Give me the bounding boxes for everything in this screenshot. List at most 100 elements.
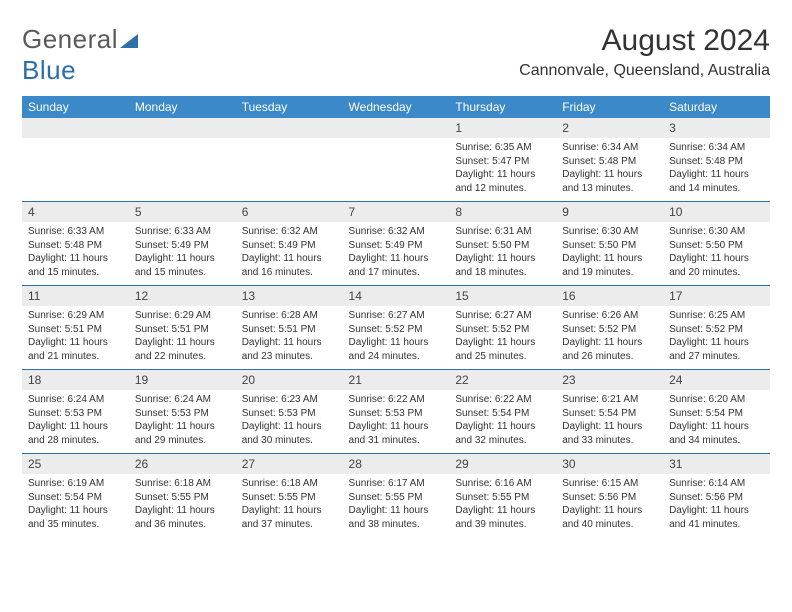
calendar-cell [343, 118, 450, 202]
calendar-cell: 14Sunrise: 6:27 AMSunset: 5:52 PMDayligh… [343, 286, 450, 370]
calendar-cell: 23Sunrise: 6:21 AMSunset: 5:54 PMDayligh… [556, 370, 663, 454]
day-number: 17 [663, 286, 770, 306]
day-number: 26 [129, 454, 236, 474]
day-body: Sunrise: 6:27 AMSunset: 5:52 PMDaylight:… [449, 306, 556, 369]
day-number: 3 [663, 118, 770, 138]
day-body: Sunrise: 6:23 AMSunset: 5:53 PMDaylight:… [236, 390, 343, 453]
day-number: 16 [556, 286, 663, 306]
weekday-header: Tuesday [236, 96, 343, 118]
weekday-header: Wednesday [343, 96, 450, 118]
day-number: 24 [663, 370, 770, 390]
calendar-cell: 26Sunrise: 6:18 AMSunset: 5:55 PMDayligh… [129, 454, 236, 538]
day-body: Sunrise: 6:15 AMSunset: 5:56 PMDaylight:… [556, 474, 663, 537]
day-number: 30 [556, 454, 663, 474]
calendar-cell: 10Sunrise: 6:30 AMSunset: 5:50 PMDayligh… [663, 202, 770, 286]
calendar-cell: 22Sunrise: 6:22 AMSunset: 5:54 PMDayligh… [449, 370, 556, 454]
day-body: Sunrise: 6:27 AMSunset: 5:52 PMDaylight:… [343, 306, 450, 369]
calendar-row: 4Sunrise: 6:33 AMSunset: 5:48 PMDaylight… [22, 202, 770, 286]
weekday-header: Monday [129, 96, 236, 118]
day-number: 11 [22, 286, 129, 306]
calendar-cell: 3Sunrise: 6:34 AMSunset: 5:48 PMDaylight… [663, 118, 770, 202]
day-number: 6 [236, 202, 343, 222]
day-body: Sunrise: 6:29 AMSunset: 5:51 PMDaylight:… [129, 306, 236, 369]
calendar-cell: 25Sunrise: 6:19 AMSunset: 5:54 PMDayligh… [22, 454, 129, 538]
brand-logo: General Blue [22, 24, 140, 86]
day-body: Sunrise: 6:26 AMSunset: 5:52 PMDaylight:… [556, 306, 663, 369]
day-body: Sunrise: 6:28 AMSunset: 5:51 PMDaylight:… [236, 306, 343, 369]
day-number: 1 [449, 118, 556, 138]
day-number: 21 [343, 370, 450, 390]
calendar-cell [22, 118, 129, 202]
calendar-cell: 16Sunrise: 6:26 AMSunset: 5:52 PMDayligh… [556, 286, 663, 370]
calendar-cell: 20Sunrise: 6:23 AMSunset: 5:53 PMDayligh… [236, 370, 343, 454]
day-body: Sunrise: 6:31 AMSunset: 5:50 PMDaylight:… [449, 222, 556, 285]
day-number-empty [129, 118, 236, 138]
day-body: Sunrise: 6:20 AMSunset: 5:54 PMDaylight:… [663, 390, 770, 453]
day-number: 7 [343, 202, 450, 222]
day-number: 2 [556, 118, 663, 138]
day-body: Sunrise: 6:29 AMSunset: 5:51 PMDaylight:… [22, 306, 129, 369]
brand-part2: Blue [22, 55, 76, 85]
day-number: 31 [663, 454, 770, 474]
day-number: 22 [449, 370, 556, 390]
day-body: Sunrise: 6:32 AMSunset: 5:49 PMDaylight:… [343, 222, 450, 285]
calendar-cell: 5Sunrise: 6:33 AMSunset: 5:49 PMDaylight… [129, 202, 236, 286]
day-number: 27 [236, 454, 343, 474]
calendar-cell: 6Sunrise: 6:32 AMSunset: 5:49 PMDaylight… [236, 202, 343, 286]
calendar-cell [129, 118, 236, 202]
page-title: August 2024 [519, 24, 770, 58]
day-body: Sunrise: 6:18 AMSunset: 5:55 PMDaylight:… [129, 474, 236, 537]
day-number: 25 [22, 454, 129, 474]
calendar-cell: 21Sunrise: 6:22 AMSunset: 5:53 PMDayligh… [343, 370, 450, 454]
day-number: 5 [129, 202, 236, 222]
calendar-cell: 2Sunrise: 6:34 AMSunset: 5:48 PMDaylight… [556, 118, 663, 202]
calendar-cell: 8Sunrise: 6:31 AMSunset: 5:50 PMDaylight… [449, 202, 556, 286]
day-body: Sunrise: 6:35 AMSunset: 5:47 PMDaylight:… [449, 138, 556, 201]
day-body: Sunrise: 6:22 AMSunset: 5:54 PMDaylight:… [449, 390, 556, 453]
calendar-cell: 12Sunrise: 6:29 AMSunset: 5:51 PMDayligh… [129, 286, 236, 370]
day-body: Sunrise: 6:21 AMSunset: 5:54 PMDaylight:… [556, 390, 663, 453]
day-body: Sunrise: 6:30 AMSunset: 5:50 PMDaylight:… [556, 222, 663, 285]
calendar-cell [236, 118, 343, 202]
day-body-empty [129, 138, 236, 196]
day-body: Sunrise: 6:18 AMSunset: 5:55 PMDaylight:… [236, 474, 343, 537]
logo-sail-icon [120, 32, 140, 50]
calendar-cell: 1Sunrise: 6:35 AMSunset: 5:47 PMDaylight… [449, 118, 556, 202]
calendar-cell: 15Sunrise: 6:27 AMSunset: 5:52 PMDayligh… [449, 286, 556, 370]
weekday-header: Friday [556, 96, 663, 118]
calendar-cell: 19Sunrise: 6:24 AMSunset: 5:53 PMDayligh… [129, 370, 236, 454]
calendar-row: 1Sunrise: 6:35 AMSunset: 5:47 PMDaylight… [22, 118, 770, 202]
day-body: Sunrise: 6:34 AMSunset: 5:48 PMDaylight:… [556, 138, 663, 201]
calendar-cell: 13Sunrise: 6:28 AMSunset: 5:51 PMDayligh… [236, 286, 343, 370]
calendar-cell: 4Sunrise: 6:33 AMSunset: 5:48 PMDaylight… [22, 202, 129, 286]
weekday-header: Thursday [449, 96, 556, 118]
day-body: Sunrise: 6:25 AMSunset: 5:52 PMDaylight:… [663, 306, 770, 369]
day-number-empty [343, 118, 450, 138]
day-number: 4 [22, 202, 129, 222]
day-number: 29 [449, 454, 556, 474]
day-body: Sunrise: 6:14 AMSunset: 5:56 PMDaylight:… [663, 474, 770, 537]
brand-part1: General [22, 24, 118, 54]
day-number: 23 [556, 370, 663, 390]
calendar-cell: 17Sunrise: 6:25 AMSunset: 5:52 PMDayligh… [663, 286, 770, 370]
day-number: 19 [129, 370, 236, 390]
day-number: 20 [236, 370, 343, 390]
calendar-cell: 9Sunrise: 6:30 AMSunset: 5:50 PMDaylight… [556, 202, 663, 286]
day-number: 10 [663, 202, 770, 222]
weekday-header: Saturday [663, 96, 770, 118]
day-body: Sunrise: 6:32 AMSunset: 5:49 PMDaylight:… [236, 222, 343, 285]
calendar-table: SundayMondayTuesdayWednesdayThursdayFrid… [22, 96, 770, 537]
day-body: Sunrise: 6:16 AMSunset: 5:55 PMDaylight:… [449, 474, 556, 537]
calendar-cell: 7Sunrise: 6:32 AMSunset: 5:49 PMDaylight… [343, 202, 450, 286]
calendar-cell: 11Sunrise: 6:29 AMSunset: 5:51 PMDayligh… [22, 286, 129, 370]
weekday-header: Sunday [22, 96, 129, 118]
day-body: Sunrise: 6:33 AMSunset: 5:48 PMDaylight:… [22, 222, 129, 285]
day-number: 12 [129, 286, 236, 306]
day-body: Sunrise: 6:34 AMSunset: 5:48 PMDaylight:… [663, 138, 770, 201]
calendar-row: 11Sunrise: 6:29 AMSunset: 5:51 PMDayligh… [22, 286, 770, 370]
calendar-cell: 18Sunrise: 6:24 AMSunset: 5:53 PMDayligh… [22, 370, 129, 454]
day-number: 28 [343, 454, 450, 474]
day-body: Sunrise: 6:24 AMSunset: 5:53 PMDaylight:… [22, 390, 129, 453]
calendar-cell: 24Sunrise: 6:20 AMSunset: 5:54 PMDayligh… [663, 370, 770, 454]
day-body-empty [343, 138, 450, 196]
